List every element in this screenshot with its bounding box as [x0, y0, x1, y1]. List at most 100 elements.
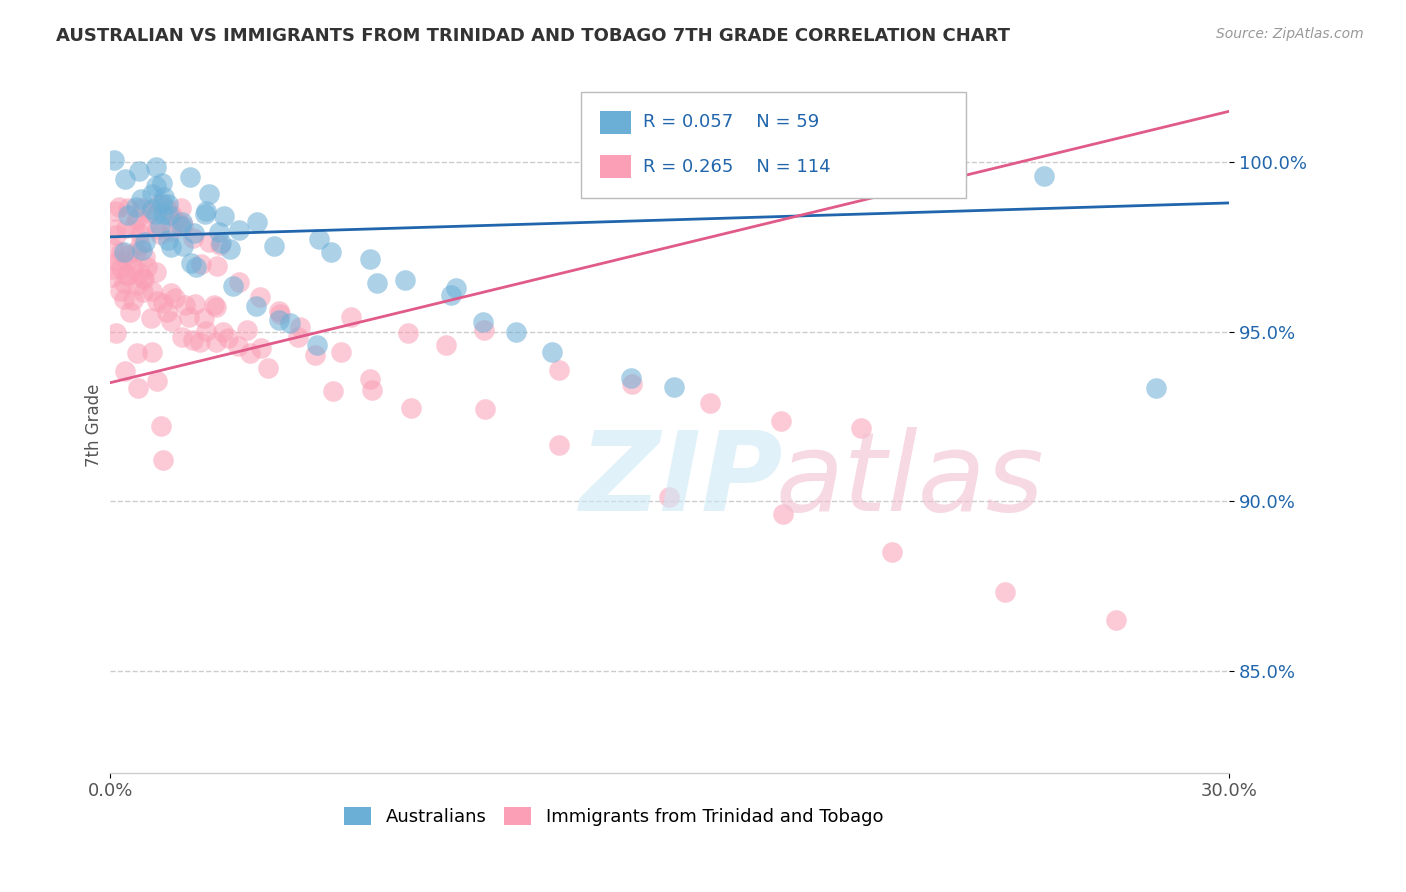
Point — [208, 225, 231, 239]
Point — [128, 164, 150, 178]
Point — [117, 201, 139, 215]
Point — [105, 227, 128, 242]
Point — [396, 326, 419, 340]
Point — [359, 252, 381, 266]
Point — [141, 186, 163, 201]
Point — [548, 438, 571, 452]
Point — [136, 260, 159, 274]
Point — [181, 231, 204, 245]
Point — [193, 310, 215, 325]
Point — [134, 272, 156, 286]
Point — [619, 370, 641, 384]
Point — [101, 261, 124, 276]
Point — [125, 201, 148, 215]
Point — [139, 311, 162, 326]
Point — [194, 204, 217, 219]
Point — [194, 207, 217, 221]
Point — [183, 226, 205, 240]
Point — [170, 219, 193, 233]
Point — [145, 207, 167, 221]
Point — [156, 305, 179, 319]
Point — [127, 211, 149, 226]
Point — [359, 372, 381, 386]
Point — [181, 333, 204, 347]
Point — [114, 172, 136, 186]
Point — [115, 253, 138, 268]
Text: R = 0.057    N = 59: R = 0.057 N = 59 — [643, 113, 818, 131]
Point — [174, 298, 197, 312]
Point — [104, 203, 127, 218]
Point — [103, 243, 125, 257]
Point — [474, 401, 496, 416]
Point — [129, 192, 152, 206]
Point — [505, 325, 527, 339]
Point — [249, 290, 271, 304]
Point — [117, 268, 139, 282]
Point — [170, 330, 193, 344]
Point — [152, 207, 174, 221]
Point — [308, 232, 330, 246]
Point — [145, 222, 167, 236]
Point — [228, 338, 250, 352]
Point — [145, 265, 167, 279]
Point — [141, 345, 163, 359]
Point — [198, 235, 221, 250]
Point — [149, 227, 172, 241]
Point — [190, 257, 212, 271]
Point — [105, 326, 128, 340]
Point — [129, 227, 152, 241]
Point — [134, 250, 156, 264]
Point — [110, 261, 132, 276]
Point — [540, 345, 562, 359]
Point — [110, 245, 132, 260]
Point — [160, 285, 183, 300]
Point — [150, 176, 173, 190]
Point — [121, 293, 143, 308]
Point — [184, 260, 207, 275]
Point — [141, 202, 163, 217]
Point — [472, 315, 495, 329]
Point — [290, 320, 312, 334]
Point — [307, 338, 329, 352]
Point — [131, 201, 153, 215]
Point — [160, 208, 183, 222]
Point — [152, 453, 174, 467]
Point — [118, 305, 141, 319]
Point — [149, 219, 172, 234]
Point — [115, 221, 138, 235]
Point — [1032, 169, 1054, 184]
Point — [107, 253, 129, 268]
Point — [112, 292, 135, 306]
Point — [125, 345, 148, 359]
Point — [222, 279, 245, 293]
Point — [170, 215, 193, 229]
Point — [658, 490, 681, 504]
Point — [772, 507, 794, 521]
Point — [366, 276, 388, 290]
Point — [172, 239, 194, 253]
Point — [263, 239, 285, 253]
Point — [849, 421, 872, 435]
Point — [177, 310, 200, 324]
Point — [152, 190, 174, 204]
Point — [621, 377, 644, 392]
Point — [267, 313, 290, 327]
Point — [228, 275, 250, 289]
Point — [160, 314, 183, 328]
Point — [239, 346, 262, 360]
Point — [132, 271, 155, 285]
Point — [101, 269, 124, 284]
Point — [209, 236, 232, 251]
Point — [256, 361, 278, 376]
Point — [127, 278, 149, 293]
Point — [163, 291, 186, 305]
Point — [664, 380, 686, 394]
Point — [114, 364, 136, 378]
Point — [184, 297, 207, 311]
Point — [838, 103, 860, 117]
Point — [172, 218, 194, 232]
Point — [150, 195, 173, 210]
Point — [129, 266, 152, 280]
Point — [340, 310, 363, 325]
Point — [125, 245, 148, 260]
